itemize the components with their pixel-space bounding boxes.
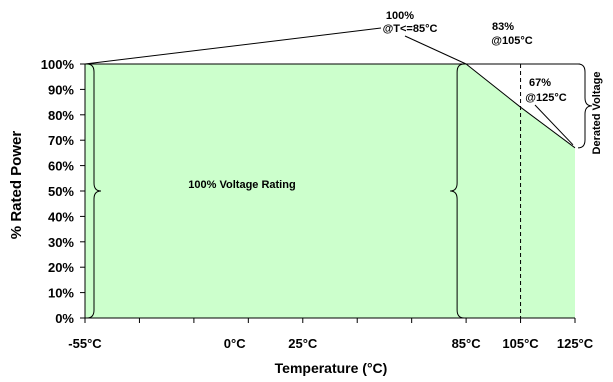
annotation-67-line2: @125°C bbox=[525, 92, 566, 104]
x-tick-label: 25°C bbox=[288, 336, 318, 351]
annotation-100-leader-left bbox=[84, 27, 382, 65]
y-tick-label: 40% bbox=[48, 209, 74, 224]
x-tick-label: 0°C bbox=[224, 336, 246, 351]
annotation-83-line1: 83% bbox=[492, 21, 514, 33]
y-tick-label: 20% bbox=[48, 260, 74, 275]
left-brace bbox=[86, 63, 102, 319]
series-line bbox=[85, 63, 576, 149]
y-tick-label: 30% bbox=[48, 235, 74, 250]
y-tick-label: 100% bbox=[41, 57, 75, 72]
y-tick-label: 80% bbox=[48, 108, 74, 123]
y-tick-label: 0% bbox=[55, 311, 74, 326]
annotation-67-line1: 67% bbox=[529, 77, 551, 89]
annotation-67-leader bbox=[534, 104, 574, 146]
x-axis-title: Temperature (°C) bbox=[275, 360, 388, 376]
y-tick-label: 60% bbox=[48, 159, 74, 174]
derated-voltage-label: Derated Voltage bbox=[591, 72, 603, 155]
annotation-100-line2: @T<=85°C bbox=[383, 23, 438, 35]
y-tick-label: 50% bbox=[48, 184, 74, 199]
region-label: 100% Voltage Rating bbox=[188, 179, 295, 191]
x-tick-label: 125°C bbox=[557, 336, 594, 351]
x-tick-label: 105°C bbox=[502, 336, 539, 351]
annotation-83-line2: @105°C bbox=[491, 35, 532, 47]
derated-brace bbox=[577, 63, 593, 149]
y-tick-label: 90% bbox=[48, 82, 74, 97]
y-tick-label: 70% bbox=[48, 133, 74, 148]
x-tick-label: 85°C bbox=[452, 336, 482, 351]
area-fill bbox=[85, 64, 575, 318]
x-tick-label: -55°C bbox=[68, 336, 102, 351]
y-tick-label: 10% bbox=[48, 286, 74, 301]
y-axis-title: % Rated Power bbox=[8, 131, 25, 240]
annotation-100-line1: 100% bbox=[386, 10, 414, 22]
annotation-100-leader-right bbox=[404, 35, 467, 65]
